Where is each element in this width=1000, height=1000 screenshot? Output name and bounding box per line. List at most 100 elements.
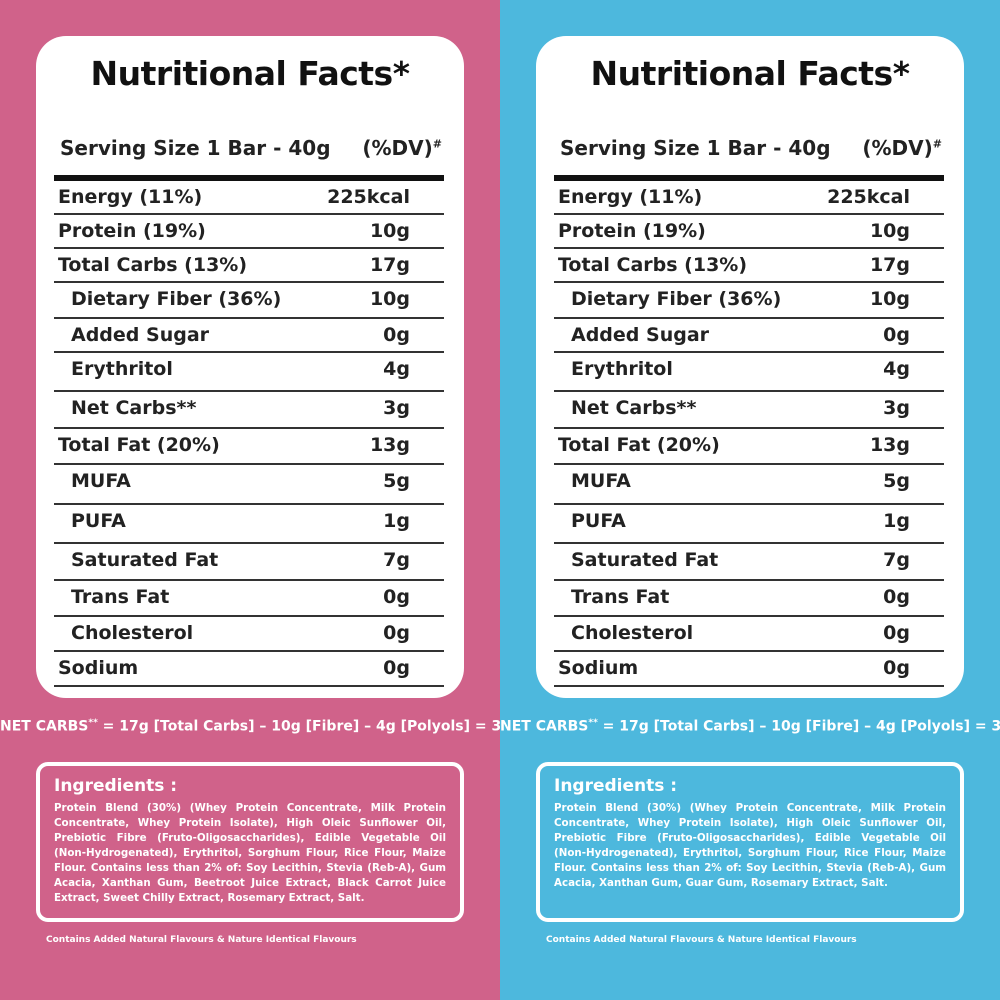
nutrient-row-energy: Energy (11%) 225kcal	[554, 181, 944, 215]
dv-label: (%DV)	[362, 136, 433, 160]
net-carbs-formula: NET CARBS** = 17g [Total Carbs] – 10g [F…	[500, 718, 1000, 735]
nutrient-label: Added Sugar	[571, 324, 710, 346]
nutrient-label: Energy (11%)	[58, 186, 203, 208]
serving-size: Serving Size 1 Bar - 40g	[60, 136, 331, 160]
nutrient-row-dietary-fiber: Dietary Fiber (36%) 10g	[554, 283, 944, 319]
nutrient-value: 0g	[883, 622, 910, 644]
nutrient-row-sodium: Sodium 0g	[554, 652, 944, 687]
dv-mark: #	[432, 137, 442, 151]
nutrient-row-total-carbs: Total Carbs (13%) 17g	[54, 249, 444, 283]
nutrient-label: Total Fat (20%)	[558, 434, 720, 456]
nutrient-value: 0g	[883, 586, 910, 608]
nutrient-value: 10g	[869, 220, 910, 242]
nutrient-row-protein: Protein (19%) 10g	[54, 215, 444, 249]
nutrient-row-sodium: Sodium 0g	[54, 652, 444, 687]
nutrient-row-mufa: MUFA 5g	[54, 465, 444, 505]
nutrient-value: 4g	[883, 358, 910, 380]
dv-header: (%DV)#	[362, 136, 442, 160]
nutrient-value: 7g	[883, 549, 910, 571]
nutrient-value: 225kcal	[327, 186, 410, 208]
nutrient-row-energy: Energy (11%) 225kcal	[54, 181, 444, 215]
nutrient-row-saturated-fat: Saturated Fat 7g	[54, 544, 444, 581]
dv-header: (%DV)#	[862, 136, 942, 160]
nutrition-facts-title: Nutritional Facts*	[90, 54, 410, 93]
dv-mark: #	[932, 137, 942, 151]
nutrient-label: Total Carbs (13%)	[558, 254, 748, 276]
nutrient-row-mufa: MUFA 5g	[554, 465, 944, 505]
header-divider	[554, 175, 944, 181]
ingredients-box: Ingredients : Protein Blend (30%) (Whey …	[536, 762, 964, 922]
nutrient-label: Sodium	[558, 657, 639, 679]
serving-size: Serving Size 1 Bar - 40g	[560, 136, 831, 160]
nutrient-label: Total Carbs (13%)	[58, 254, 248, 276]
nutrient-label: MUFA	[71, 470, 131, 492]
nutrient-label: Net Carbs**	[571, 397, 697, 419]
nutrient-label: Dietary Fiber (36%)	[71, 288, 282, 310]
nutrient-value: 0g	[383, 622, 410, 644]
header-divider	[54, 175, 444, 181]
formula-mark: **	[88, 718, 98, 728]
nutrient-row-saturated-fat: Saturated Fat 7g	[554, 544, 944, 581]
ingredients-text: Protein Blend (30%) (Whey Protein Concen…	[554, 802, 946, 889]
nutrient-row-cholesterol: Cholesterol 0g	[54, 617, 444, 652]
panel-blue: Nutritional Facts* Serving Size 1 Bar - …	[500, 0, 1000, 1000]
nutrient-label: MUFA	[571, 470, 631, 492]
nutrient-row-net-carbs: Net Carbs** 3g	[54, 392, 444, 429]
ingredients-title: Ingredients :	[554, 776, 678, 796]
nutrient-value: 17g	[869, 254, 910, 276]
nutrient-value: 5g	[383, 470, 410, 492]
panel-pink: Nutritional Facts* Serving Size 1 Bar - …	[0, 0, 500, 1000]
nutrient-value: 0g	[883, 324, 910, 346]
nutrient-value: 10g	[369, 288, 410, 310]
nutrient-value: 0g	[883, 657, 910, 679]
nutrient-row-erythritol: Erythritol 4g	[54, 353, 444, 392]
nutrient-label: Saturated Fat	[571, 549, 719, 571]
nutrient-row-pufa: PUFA 1g	[554, 505, 944, 544]
nutrient-label: PUFA	[71, 510, 126, 532]
nutrient-row-trans-fat: Trans Fat 0g	[54, 581, 444, 617]
nutrient-row-erythritol: Erythritol 4g	[554, 353, 944, 392]
nutrient-label: Net Carbs**	[71, 397, 197, 419]
nutrient-label: Protein (19%)	[58, 220, 206, 242]
formula-rest: = 17g [Total Carbs] – 10g [Fibre] – 4g […	[597, 718, 1000, 735]
nutrient-row-dietary-fiber: Dietary Fiber (36%) 10g	[54, 283, 444, 319]
formula-mark: **	[588, 718, 598, 728]
nutrient-table: Energy (11%) 225kcal Protein (19%) 10g Tot…	[54, 181, 444, 687]
nutrient-row-total-carbs: Total Carbs (13%) 17g	[554, 249, 944, 283]
nutrient-value: 10g	[369, 220, 410, 242]
nutrition-facts-title: Nutritional Facts*	[590, 54, 910, 93]
nutrient-value: 3g	[383, 397, 410, 419]
nutrient-label: Cholesterol	[71, 622, 194, 644]
nutrient-row-net-carbs: Net Carbs** 3g	[554, 392, 944, 429]
dv-label: (%DV)	[862, 136, 933, 160]
nutrient-label: Trans Fat	[571, 586, 670, 608]
nutrient-label: Erythritol	[571, 358, 673, 380]
nutrition-facts-card: Nutritional Facts* Serving Size 1 Bar - …	[536, 36, 964, 698]
nutrient-label: Cholesterol	[571, 622, 694, 644]
nutrient-row-added-sugar: Added Sugar 0g	[554, 319, 944, 353]
nutrient-label: Added Sugar	[71, 324, 210, 346]
nutrition-facts-card: Nutritional Facts* Serving Size 1 Bar - …	[36, 36, 464, 698]
nutrient-label: Energy (11%)	[558, 186, 703, 208]
nutrient-row-trans-fat: Trans Fat 0g	[554, 581, 944, 617]
ingredients-text: Protein Blend (30%) (Whey Protein Concen…	[54, 802, 446, 904]
nutrient-label: PUFA	[571, 510, 626, 532]
nutrient-label: Sodium	[58, 657, 139, 679]
nutrient-value: 7g	[383, 549, 410, 571]
nutrient-row-total-fat: Total Fat (20%) 13g	[554, 429, 944, 465]
nutrient-value: 0g	[383, 657, 410, 679]
nutrient-value: 1g	[883, 510, 910, 532]
nutrient-value: 225kcal	[827, 186, 910, 208]
nutrient-value: 13g	[369, 434, 410, 456]
nutrient-row-cholesterol: Cholesterol 0g	[554, 617, 944, 652]
nutrient-row-pufa: PUFA 1g	[54, 505, 444, 544]
nutrient-value: 10g	[869, 288, 910, 310]
nutrient-label: Trans Fat	[71, 586, 170, 608]
nutrient-table: Energy (11%) 225kcal Protein (19%) 10g Tot…	[554, 181, 944, 687]
net-carbs-formula: NET CARBS** = 17g [Total Carbs] – 10g [F…	[0, 718, 511, 735]
formula-head: NET CARBS	[500, 718, 589, 735]
nutrient-value: 1g	[383, 510, 410, 532]
nutrient-row-protein: Protein (19%) 10g	[554, 215, 944, 249]
flavours-note: Contains Added Natural Flavours & Nature…	[46, 935, 357, 945]
